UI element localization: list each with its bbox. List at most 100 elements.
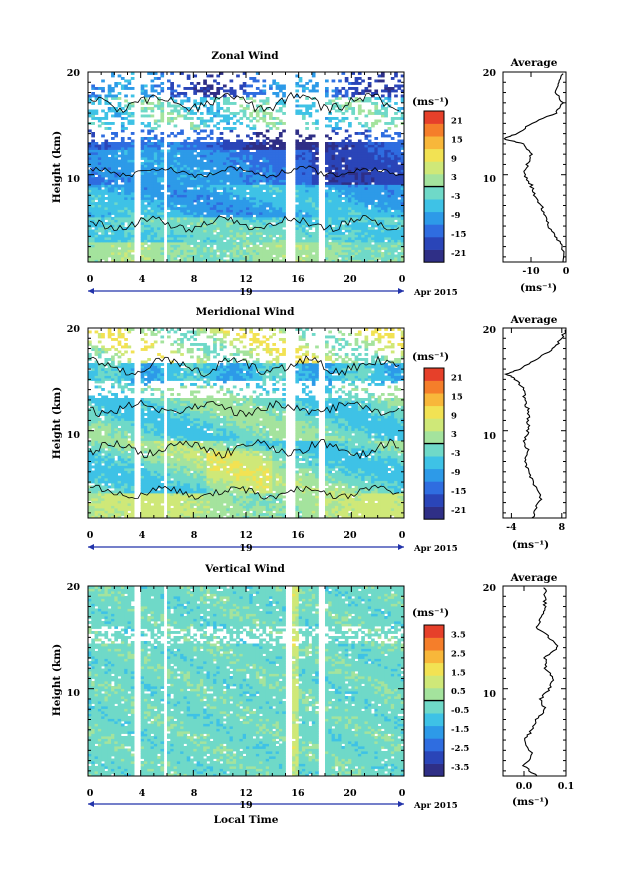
- heatmap-cell: [282, 142, 286, 145]
- heatmap-cell: [144, 207, 148, 210]
- heatmap-cell: [243, 92, 247, 95]
- heatmap-cell: [282, 155, 286, 158]
- heatmap-cell: [355, 185, 359, 188]
- heatmap-cell: [108, 190, 112, 193]
- heatmap-cell: [341, 255, 345, 258]
- heatmap-cell: [302, 230, 306, 233]
- heatmap-cell: [160, 245, 164, 248]
- heatmap-cell: [309, 182, 313, 185]
- heatmap-cell: [338, 167, 342, 170]
- heatmap-cell: [305, 210, 309, 213]
- heatmap-cell: [108, 160, 112, 163]
- heatmap-cell: [259, 220, 263, 223]
- heatmap-cell: [124, 200, 128, 203]
- heatmap-cell: [309, 112, 313, 115]
- heatmap-cell: [338, 245, 342, 248]
- heatmap-cell: [305, 157, 309, 160]
- heatmap-cell: [351, 160, 355, 163]
- heatmap-cell: [325, 117, 329, 120]
- heatmap-cell: [276, 215, 280, 218]
- heatmap-cell: [187, 112, 191, 115]
- heatmap-cell: [243, 150, 247, 153]
- heatmap-cell: [239, 162, 243, 165]
- heatmap-cell: [180, 180, 184, 183]
- heatmap-cell: [160, 170, 164, 173]
- heatmap-cell: [239, 180, 243, 183]
- heatmap-cell: [332, 220, 336, 223]
- heatmap-cell: [332, 197, 336, 200]
- heatmap-cell: [328, 100, 332, 103]
- heatmap-cell: [276, 250, 280, 253]
- heatmap-cell: [187, 202, 191, 205]
- heatmap-cell: [174, 252, 178, 255]
- heatmap-cell: [253, 125, 257, 128]
- heatmap-cell: [256, 200, 260, 203]
- heatmap-cell: [249, 77, 253, 80]
- heatmap-cell: [121, 240, 125, 243]
- heatmap-cell: [365, 135, 369, 138]
- heatmap-cell: [295, 192, 299, 195]
- heatmap-cell: [309, 147, 313, 150]
- heatmap-cell: [193, 180, 197, 183]
- heatmap-cell: [98, 252, 102, 255]
- heatmap-cell: [302, 162, 306, 165]
- heatmap-cell: [266, 122, 270, 125]
- heatmap-cell: [332, 165, 336, 168]
- heatmap-cell: [111, 247, 115, 250]
- heatmap-cell: [230, 185, 234, 188]
- heatmap-cell: [187, 180, 191, 183]
- heatmap-cell: [151, 137, 155, 140]
- heatmap-cell: [312, 102, 316, 105]
- heatmap-cell: [101, 230, 105, 233]
- heatmap-cell: [351, 192, 355, 195]
- heatmap-cell: [104, 180, 108, 183]
- heatmap-cell: [220, 232, 224, 235]
- heatmap-cell: [243, 142, 247, 145]
- heatmap-cell: [348, 225, 352, 228]
- heatmap-cell: [309, 185, 313, 188]
- heatmap-cell: [177, 230, 181, 233]
- heatmap-cell: [315, 250, 319, 253]
- heatmap-cell: [332, 222, 336, 225]
- heatmap-cell: [170, 147, 174, 150]
- heatmap-cell: [371, 250, 375, 253]
- heatmap-cell: [104, 192, 108, 195]
- heatmap-cell: [160, 192, 164, 195]
- heatmap-cell: [374, 105, 378, 108]
- heatmap-cell: [187, 215, 191, 218]
- heatmap-cell: [243, 200, 247, 203]
- heatmap-cell: [269, 215, 273, 218]
- heatmap-cell: [223, 222, 227, 225]
- heatmap-cell: [226, 250, 230, 253]
- heatmap-cell: [328, 102, 332, 105]
- heatmap-cell: [157, 200, 161, 203]
- heatmap-cell: [88, 227, 92, 230]
- heatmap-cell: [305, 250, 309, 253]
- heatmap-cell: [118, 177, 122, 180]
- heatmap-cell: [118, 235, 122, 238]
- heatmap-cell: [239, 142, 243, 145]
- heatmap-cell: [246, 105, 250, 108]
- heatmap-cell: [131, 150, 135, 153]
- heatmap-cell: [266, 150, 270, 153]
- heatmap-cell: [111, 205, 115, 208]
- heatmap-cell: [312, 217, 316, 220]
- heatmap-cell: [338, 170, 342, 173]
- heatmap-cell: [282, 230, 286, 233]
- heatmap-cell: [144, 125, 148, 128]
- heatmap-cell: [335, 150, 339, 153]
- heatmap-cell: [157, 222, 161, 225]
- heatmap-cell: [95, 257, 99, 260]
- heatmap-cell: [111, 217, 115, 220]
- heatmap-cell: [220, 227, 224, 230]
- heatmap-cell: [187, 240, 191, 243]
- heatmap-cell: [351, 152, 355, 155]
- heatmap-cell: [98, 197, 102, 200]
- heatmap-cell: [315, 82, 319, 85]
- heatmap-cell: [269, 187, 273, 190]
- heatmap-cell: [118, 102, 122, 105]
- heatmap-cell: [282, 232, 286, 235]
- heatmap-cell: [269, 205, 273, 208]
- heatmap-cell: [249, 232, 253, 235]
- heatmap-cell: [338, 177, 342, 180]
